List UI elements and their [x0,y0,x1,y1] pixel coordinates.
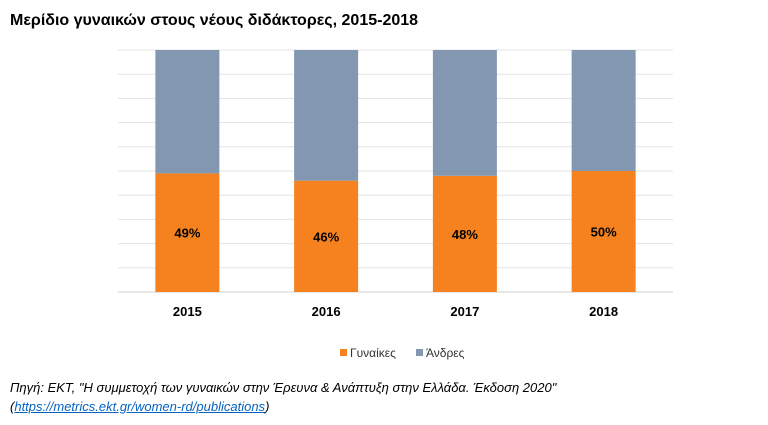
source-text: Πηγή: ΕΚΤ, "Η συμμετοχή των γυναικών στη… [10,380,557,395]
legend: Γυναίκες Άνδρες [340,346,465,360]
data-label-2016: 46% [313,229,339,244]
bar-men-2018 [571,50,636,171]
close-paren: ) [265,399,270,414]
bar-women-2015 [155,173,220,292]
legend-swatch-women [340,349,347,356]
data-label-2018: 50% [591,225,617,240]
chart-title: Μερίδιο γυναικών στους νέους διδάκτορες,… [10,12,419,29]
bars [155,50,636,292]
x-tick-labels: 2015 2016 2017 2018 [173,304,618,319]
x-tick-2018: 2018 [589,304,618,319]
bar-women-2018 [571,171,636,292]
bar-men-2016 [294,50,359,181]
data-label-2017: 48% [452,227,478,242]
source-note: Πηγή: ΕΚΤ, "Η συμμετοχή των γυναικών στη… [10,378,556,416]
legend-label-women: Γυναίκες [350,346,396,360]
data-label-2015: 49% [174,226,200,241]
legend-label-men: Άνδρες [426,346,465,360]
open-paren: ( [10,399,15,414]
legend-swatch-men [416,349,423,356]
x-tick-2016: 2016 [312,304,341,319]
source-link[interactable]: https://metrics.ekt.gr/women-rd/publicat… [14,399,266,414]
x-tick-2015: 2015 [173,304,202,319]
bar-men-2017 [432,50,497,176]
x-tick-2017: 2017 [450,304,479,319]
source-link-line: (https://metrics.ekt.gr/women-rd/publica… [10,397,556,416]
bar-women-2016 [294,180,359,292]
stacked-bar-chart: 49% 46% 48% 50% 2015 2016 2017 2018 Γυναίκες Άν… [118,49,673,360]
bar-women-2017 [432,175,497,292]
data-labels: 49% 46% 48% 50% [174,225,617,245]
bar-men-2015 [155,50,220,174]
